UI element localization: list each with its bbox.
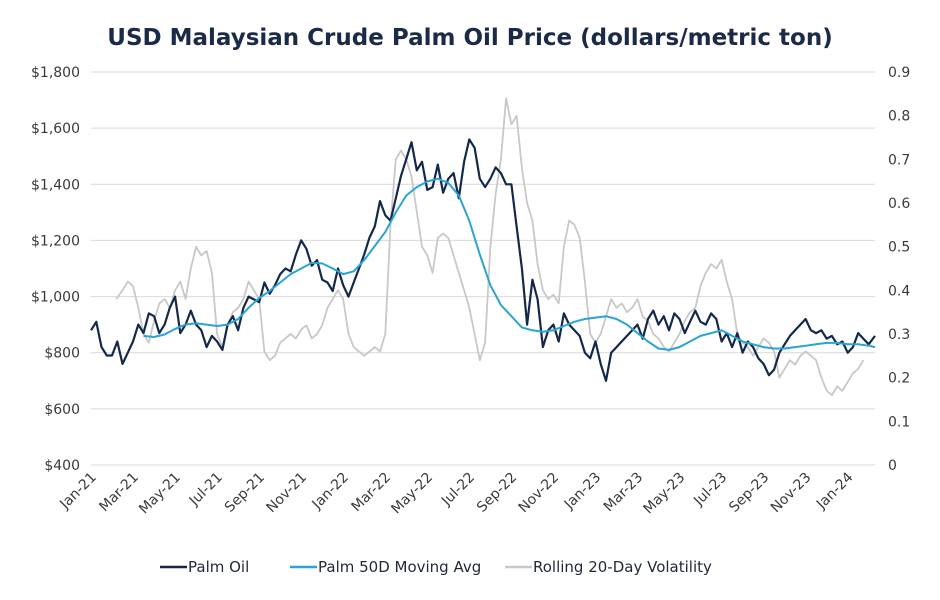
y-right-tick-label: 0.3: [888, 327, 910, 343]
chart-title: USD Malaysian Crude Palm Oil Price (doll…: [107, 25, 832, 51]
y-right-tick-label: 0.7: [888, 152, 910, 168]
x-tick-label: Mar-22: [349, 470, 395, 516]
y-left-tick-label: $1,000: [31, 290, 80, 306]
moving-avg-line: [143, 177, 876, 351]
x-tick-label: Jan-22: [309, 470, 352, 513]
y-right-tick-label: 0.9: [888, 65, 910, 81]
x-tick-label: Jan-23: [561, 470, 604, 513]
y-left-tick-label: $400: [44, 458, 80, 474]
x-tick-label: Jan-24: [813, 469, 857, 513]
legend-label: Palm Oil: [188, 558, 249, 576]
y-right-tick-label: 0.4: [888, 283, 910, 299]
x-tick-label: Mar-21: [96, 470, 142, 516]
legend-item: Rolling 20-Day Volatility: [505, 558, 712, 576]
series-group: [90, 97, 876, 396]
x-tick-label: Nov-22: [516, 470, 563, 517]
y-left-tick-label: $1,600: [31, 121, 80, 137]
gridlines: [91, 71, 875, 466]
x-tick-label: Sep-23: [726, 470, 772, 516]
y-axis-left: $400 $600 $800 $1,000 $1,200 $1,400 $1,600 $1,8…: [31, 65, 80, 474]
x-tick-label: Jan-21: [56, 470, 99, 513]
x-tick-label: May-22: [388, 470, 436, 518]
legend: Palm Oil Palm 50D Moving Avg Rolling 20-Da…: [160, 558, 712, 576]
x-tick-label: Jul-22: [438, 470, 478, 510]
y-left-tick-label: $1,800: [31, 65, 80, 81]
x-tick-label: Mar-23: [601, 470, 647, 516]
y-left-tick-label: $800: [44, 346, 80, 362]
y-axis-right: 0 0.1 0.2 0.3 0.4 0.5 0.6 0.7 0.8 0.9: [888, 65, 910, 474]
y-left-tick-label: $600: [44, 402, 80, 418]
y-left-tick-label: $1,200: [31, 233, 80, 249]
x-tick-label: Jul-21: [186, 470, 226, 510]
y-right-tick-label: 0.1: [888, 414, 910, 430]
y-right-tick-label: 0: [888, 458, 897, 474]
y-left-tick-label: $1,400: [31, 177, 80, 193]
y-right-tick-label: 0.8: [888, 109, 910, 125]
y-right-tick-label: 0.2: [888, 371, 910, 387]
x-tick-label: Jul-23: [690, 470, 730, 510]
x-tick-label: Nov-21: [263, 470, 310, 517]
x-tick-label: Sep-21: [222, 470, 268, 516]
x-tick-label: Sep-22: [474, 470, 520, 516]
y-right-tick-label: 0.5: [888, 240, 910, 256]
legend-item: Palm 50D Moving Avg: [290, 558, 481, 576]
legend-item: Palm Oil: [160, 558, 249, 576]
volatility-line: [115, 97, 865, 396]
y-right-tick-label: 0.6: [888, 196, 910, 212]
x-tick-label: May-23: [641, 470, 689, 518]
legend-label: Palm 50D Moving Avg: [318, 558, 481, 576]
x-tick-label: May-21: [136, 470, 184, 518]
legend-label: Rolling 20-Day Volatility: [533, 558, 712, 576]
x-tick-label: Nov-23: [768, 470, 815, 517]
palm-oil-line: [90, 138, 876, 382]
